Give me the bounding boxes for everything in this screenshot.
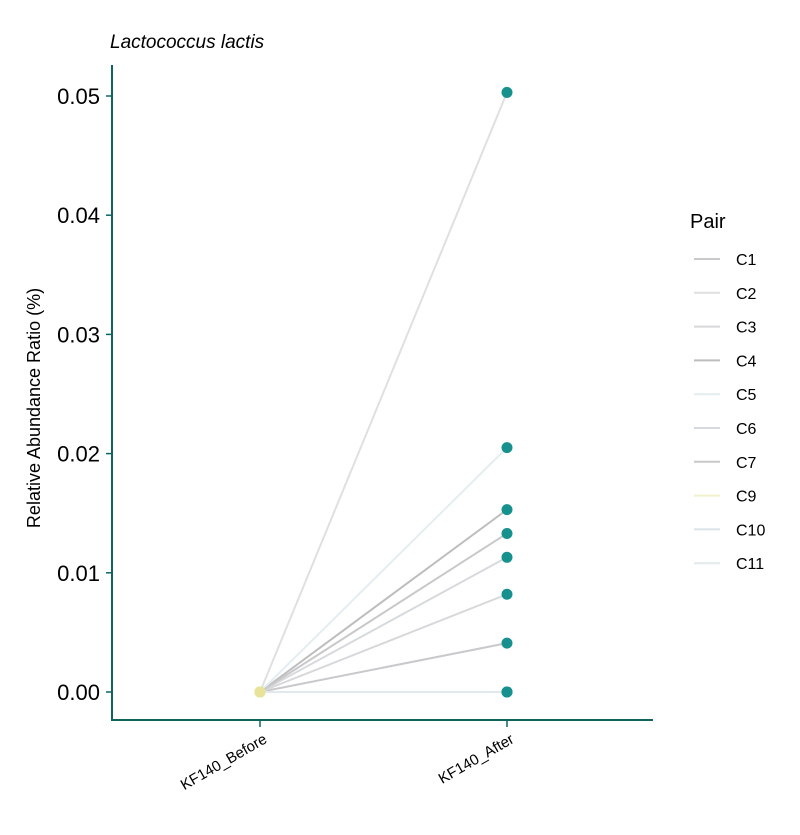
series-lines [259, 92, 508, 693]
point-after-C5 [501, 442, 513, 454]
data-points [254, 86, 513, 698]
point-after-C4 [501, 504, 513, 516]
point-before-C11 [254, 686, 266, 698]
point-after-C11 [501, 686, 513, 698]
y-axis-label: Relative Abundance Ratio (%) [24, 288, 44, 528]
legend-label-C9: C9 [736, 489, 757, 506]
point-after-C2 [501, 86, 513, 98]
series-line-C5 [259, 446, 508, 693]
y-tick-label: 0.02 [57, 442, 100, 467]
series-line-C7 [259, 532, 508, 693]
point-after-C6 [501, 551, 513, 563]
y-tick-label: 0.05 [57, 84, 100, 109]
y-tick-label: 0.04 [57, 203, 100, 228]
legend-label-C5: C5 [736, 387, 757, 404]
series-line-C6 [259, 556, 508, 693]
x-tick-label: KF140_Before [178, 731, 270, 794]
legend-label-C2: C2 [736, 286, 757, 303]
legend-label-C10: C10 [736, 522, 765, 539]
legend-label-C11: C11 [736, 556, 764, 573]
legend-label-C1: C1 [736, 252, 757, 269]
y-tick-label: 0.03 [57, 322, 100, 347]
y-tick-label: 0.00 [57, 680, 100, 705]
series-line-C1 [259, 642, 508, 693]
y-tick-label: 0.01 [57, 561, 100, 586]
point-after-C3 [501, 588, 513, 600]
legend-label-C7: C7 [736, 455, 757, 472]
point-after-C7 [501, 527, 513, 539]
series-line-C3 [259, 593, 508, 693]
legend-label-C4: C4 [736, 353, 757, 370]
chart-title: Lactococcus lactis [110, 32, 265, 53]
legend-label-C3: C3 [736, 320, 757, 337]
legend-title: Pair [690, 211, 726, 233]
point-after-C1 [501, 637, 513, 649]
series-line-C2 [259, 92, 508, 693]
axes: 0.00 0.01 0.02 0.03 0.04 0.05 KF140_Before KF14… [57, 65, 653, 794]
series-line-C4 [259, 508, 508, 693]
x-tick-label: KF140_After [436, 731, 517, 788]
legend-label-C6: C6 [736, 421, 757, 438]
legend: C1 C2 C3 C4 C5 C6 C7 C9 C10 C11 [694, 252, 765, 573]
